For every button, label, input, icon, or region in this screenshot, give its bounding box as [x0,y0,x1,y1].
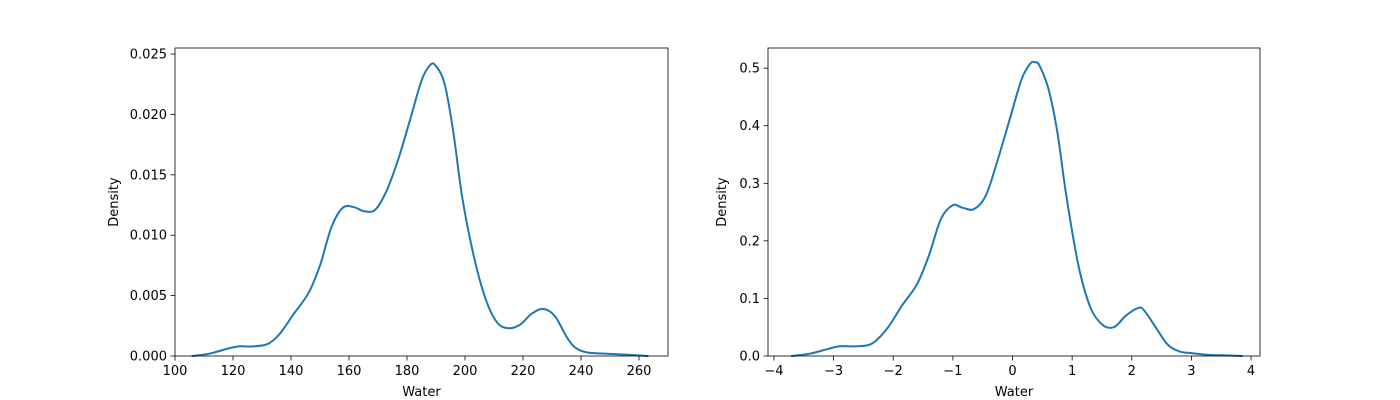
y-tick-label: 0.005 [130,289,167,304]
x-tick-label: 200 [453,364,478,379]
y-axis-label: Density [715,177,730,227]
x-tick-label: 120 [221,364,246,379]
left-density-plot: 100 120 140 160 180 200 220 240 260 0.000 0.005 0.0… [107,47,669,400]
axes-frame [174,47,669,357]
x-tick-label: 220 [511,364,536,379]
x-tick-label: 260 [627,364,652,379]
x-tick-label: −2 [884,364,903,379]
right-density-plot: −4 −3 −2 −1 0 1 2 3 4 0.0 0.1 0.2 0.3 0.4 0.5 Water Dens… [715,47,1261,400]
x-tick-label: 1 [1068,364,1076,379]
x-tick-label: −3 [824,364,843,379]
y-tick-label: 0.1 [739,292,760,307]
y-tick-label: 0.025 [130,48,167,63]
y-tick-label: 0.2 [739,234,760,249]
axes-frame [767,47,1261,357]
x-tick-label: 2 [1128,364,1136,379]
x-tick-label: 100 [163,364,188,379]
x-tick-label: −1 [943,364,962,379]
density-curve [191,62,649,357]
x-tick-label: 240 [569,364,594,379]
y-axis-label: Density [107,177,122,227]
y-tick-label: 0.010 [130,229,167,244]
y-tick-label: 0.4 [739,119,760,134]
x-tick-label: 160 [337,364,362,379]
x-tick-label: 140 [279,364,304,379]
x-tick-label: 180 [395,364,420,379]
y-tick-label: 0.000 [130,350,167,365]
density-curve [790,60,1244,357]
x-tick-label: 0 [1008,364,1016,379]
y-tick-label: 0.5 [739,62,760,77]
y-tick-label: 0.020 [130,108,167,123]
x-tick-label: 4 [1247,364,1255,379]
y-tick-label: 0.015 [130,168,167,183]
x-tick-label: 3 [1187,364,1195,379]
y-tick-label: 0.0 [739,350,760,365]
x-tick-label: −4 [764,364,783,379]
x-axis-label: Water [995,385,1034,400]
x-axis-label: Water [402,385,441,400]
y-tick-label: 0.3 [739,177,760,192]
